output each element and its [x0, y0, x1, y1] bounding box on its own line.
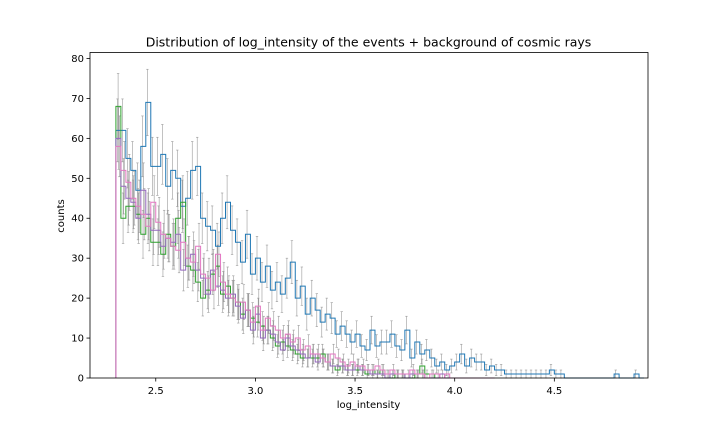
x-tick-label: 4.0	[447, 386, 463, 397]
x-tick-label: 3.0	[247, 386, 263, 397]
y-tick-label: 0	[78, 374, 84, 385]
y-tick-label: 50	[71, 174, 84, 185]
y-tick-label: 20	[71, 294, 84, 305]
x-tick-label: 3.5	[347, 386, 363, 397]
y-tick-label: 80	[71, 54, 84, 65]
y-axis: 0 10 20 30 40 50 60 70 80	[71, 54, 90, 385]
chart-title: Distribution of log_intensity of the eve…	[146, 35, 592, 50]
y-tick-label: 70	[71, 94, 84, 105]
y-axis-label: counts	[56, 199, 67, 232]
x-axis: 2.5 3.0 3.5 4.0 4.5	[148, 378, 562, 397]
x-axis-label: log_intensity	[337, 400, 401, 411]
series-3-step	[115, 145, 495, 379]
y-tick-label: 30	[71, 254, 84, 265]
y-tick-label: 40	[71, 214, 84, 225]
y-tick-label: 60	[71, 134, 84, 145]
x-tick-label: 2.5	[148, 386, 164, 397]
y-tick-label: 10	[71, 334, 84, 345]
plot-frame	[89, 52, 649, 379]
x-tick-label: 4.5	[546, 386, 562, 397]
series-0-step	[115, 101, 645, 379]
